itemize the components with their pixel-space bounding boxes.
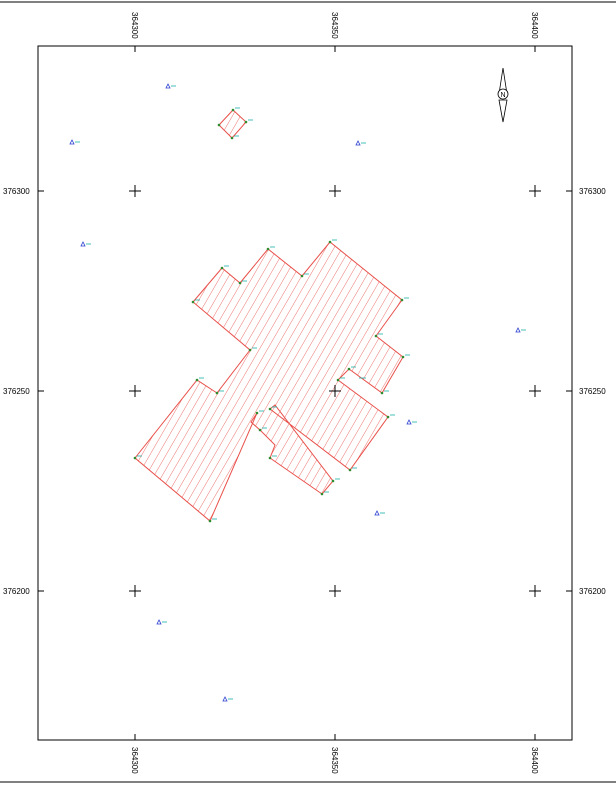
benchmark-icon <box>374 510 385 516</box>
benchmark-icon <box>156 619 167 625</box>
x-tick-bottom-3: 364400 <box>530 747 539 774</box>
x-tick-top-2: 364350 <box>330 12 339 39</box>
map-frame <box>37 45 573 741</box>
x-tick-top-1: 364300 <box>130 12 139 39</box>
benchmark-icon <box>222 696 233 702</box>
x-tick-bottom-1: 364300 <box>130 747 139 774</box>
y-tick-left-2: 376250 <box>3 387 30 396</box>
benchmark-icon <box>515 327 526 333</box>
benchmark-icon <box>165 83 176 89</box>
benchmark-icon <box>80 241 91 247</box>
benchmark-icon <box>406 419 417 425</box>
north-label: N <box>500 92 505 99</box>
benchmark-icon <box>355 140 366 146</box>
x-tick-top-3: 364400 <box>530 12 539 39</box>
y-tick-right-1: 376300 <box>579 187 606 196</box>
main-parcel <box>134 241 404 522</box>
frame-ticks <box>38 46 572 740</box>
vertex-markers <box>133 108 405 523</box>
vertex-label-marks <box>137 107 410 520</box>
benchmark-markers <box>69 83 526 702</box>
small-parcel <box>218 109 247 139</box>
grid-crosses <box>129 185 541 597</box>
benchmark-icon <box>69 139 80 145</box>
y-tick-right-3: 376200 <box>579 587 606 596</box>
north-arrow: N <box>497 67 509 123</box>
y-tick-left-3: 376200 <box>3 587 30 596</box>
y-tick-left-1: 376300 <box>3 187 30 196</box>
x-tick-bottom-2: 364350 <box>330 747 339 774</box>
y-tick-right-2: 376250 <box>579 387 606 396</box>
